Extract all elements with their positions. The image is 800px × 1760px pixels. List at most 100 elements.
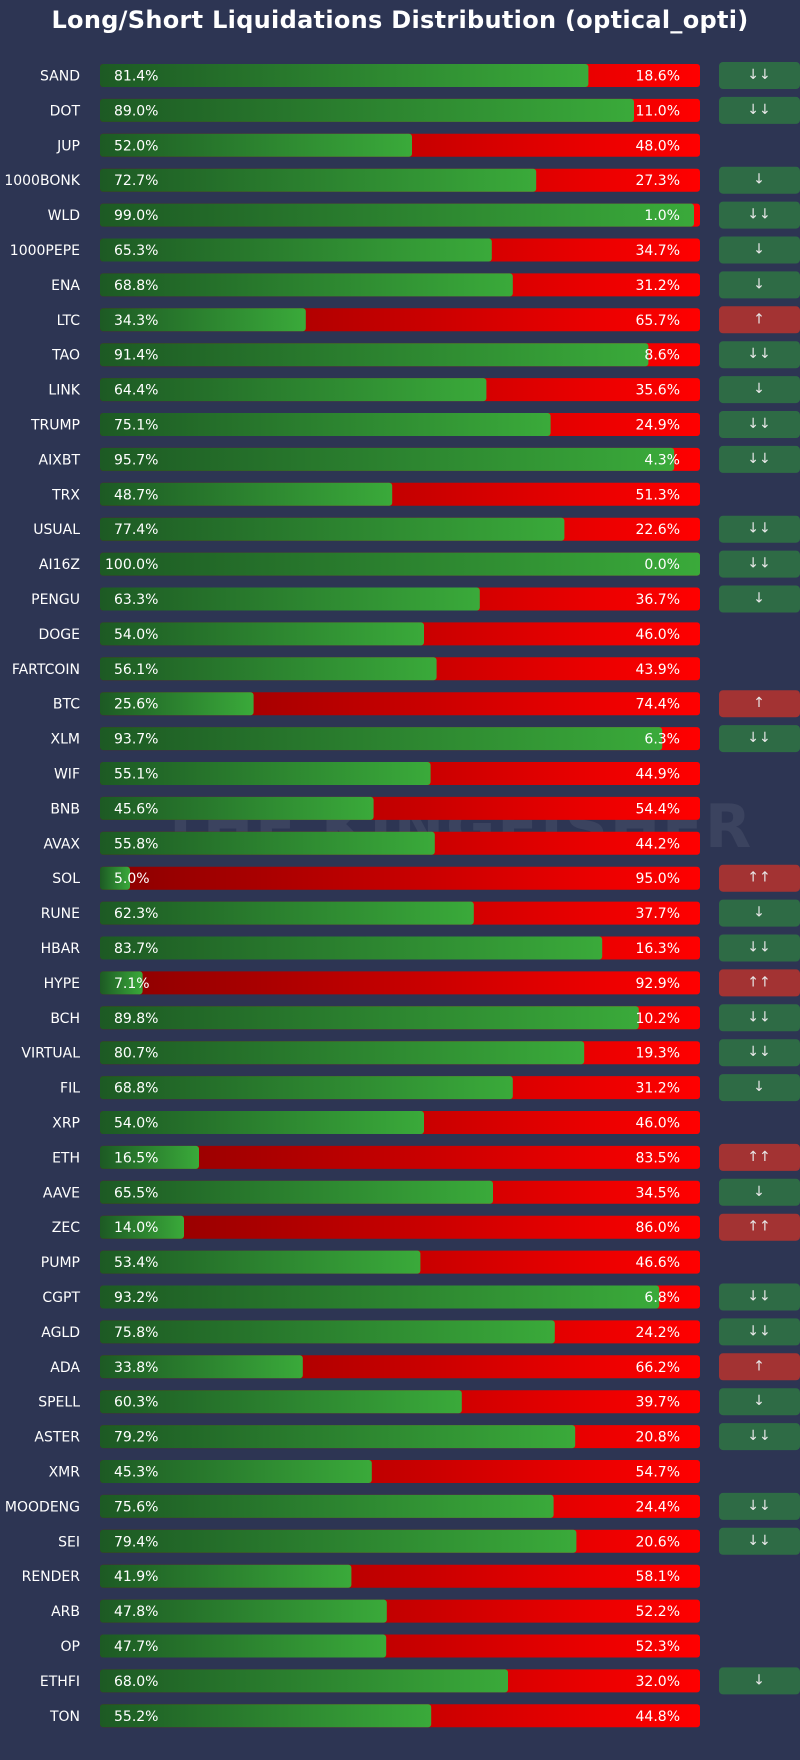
short-pct-label: 66.2% — [636, 1360, 680, 1376]
long-pct-label: 64.4% — [114, 383, 158, 399]
row-cgpt: CGPT 93.2% 6.8% ↓↓ — [42, 1283, 800, 1311]
row-agld: AGLD 75.8% 24.2% ↓↓ — [41, 1318, 800, 1346]
long-bar — [100, 203, 694, 227]
row-aixbt: AIXBT 95.7% 4.3% ↓↓ — [39, 445, 800, 473]
short-pct-label: 44.8% — [636, 1709, 680, 1725]
long-pct-label: 60.3% — [114, 1395, 158, 1411]
short-pct-label: 24.9% — [636, 418, 680, 434]
row-bch: BCH 89.8% 10.2% ↓↓ — [50, 1004, 800, 1032]
long-bar — [100, 1564, 352, 1588]
symbol-label: JUP — [56, 138, 80, 154]
short-pct-label: 11.0% — [636, 103, 680, 119]
long-pct-label: 45.6% — [114, 801, 158, 817]
row-avax: AVAX 55.8% 44.2% — [43, 831, 700, 855]
long-bar — [100, 343, 649, 367]
long-bar — [100, 273, 513, 297]
short-bar — [100, 1145, 700, 1169]
long-bar — [100, 1355, 303, 1379]
arrow-down-icon: ↓ — [753, 591, 765, 607]
symbol-label: XRP — [52, 1116, 80, 1132]
arrow-up-icon: ↑↑ — [747, 1149, 770, 1165]
short-pct-label: 44.2% — [636, 836, 680, 852]
short-pct-label: 20.6% — [636, 1534, 680, 1550]
row-doge: DOGE 54.0% 46.0% — [39, 622, 700, 646]
long-bar — [100, 378, 487, 402]
arrow-down-icon: ↓↓ — [747, 416, 770, 432]
short-pct-label: 52.2% — [636, 1604, 680, 1620]
signal-badge-down — [719, 585, 800, 613]
symbol-label: FIL — [60, 1081, 80, 1097]
short-pct-label: 46.0% — [636, 627, 680, 643]
short-pct-label: 46.6% — [636, 1255, 680, 1271]
long-pct-label: 62.3% — [114, 906, 158, 922]
row-wif: WIF 55.1% 44.9% — [54, 762, 700, 785]
arrow-down-icon: ↓↓ — [747, 521, 770, 537]
symbol-label: XMR — [49, 1465, 81, 1481]
symbol-label: ASTER — [34, 1430, 80, 1446]
long-bar — [100, 1006, 639, 1030]
row-bnb: BNB 45.6% 54.4% — [50, 796, 700, 820]
long-bar — [100, 308, 306, 332]
row-ethfi: ETHFI 68.0% 32.0% ↓ — [40, 1667, 800, 1695]
row-rune: RUNE 62.3% 37.7% ↓ — [41, 899, 800, 927]
symbol-label: CGPT — [42, 1290, 80, 1306]
symbol-label: RUNE — [41, 906, 80, 922]
signal-badge-down — [719, 899, 800, 927]
long-pct-label: 80.7% — [114, 1046, 158, 1062]
long-pct-label: 65.5% — [114, 1185, 158, 1201]
arrow-up-icon: ↑ — [753, 311, 765, 327]
arrow-down-icon: ↓↓ — [747, 207, 770, 223]
long-pct-label: 77.4% — [114, 522, 158, 538]
symbol-label: SEI — [58, 1534, 80, 1550]
long-bar — [100, 1529, 577, 1553]
row-render: RENDER 41.9% 58.1% — [22, 1564, 700, 1588]
row-spell: SPELL 60.3% 39.7% ↓ — [38, 1388, 800, 1416]
short-bar — [100, 971, 700, 995]
long-pct-label: 79.2% — [114, 1430, 158, 1446]
short-pct-label: 24.2% — [636, 1325, 680, 1341]
short-pct-label: 20.8% — [636, 1430, 680, 1446]
long-pct-label: 55.2% — [114, 1709, 158, 1725]
signal-badge-down — [719, 725, 800, 753]
short-pct-label: 65.7% — [636, 313, 680, 329]
long-pct-label: 16.5% — [114, 1150, 158, 1166]
row-wld: WLD 99.0% 1.0% ↓↓ — [48, 201, 800, 229]
long-bar — [100, 1285, 660, 1309]
short-pct-label: 58.1% — [636, 1569, 680, 1585]
row-ena: ENA 68.8% 31.2% ↓ — [51, 271, 800, 299]
long-pct-label: 52.0% — [114, 138, 158, 154]
arrow-down-icon: ↓↓ — [747, 1533, 770, 1549]
arrow-down-icon: ↓ — [753, 276, 765, 292]
row-xrp: XRP 54.0% 46.0% — [52, 1111, 700, 1134]
row-sol: SOL 5.0% 95.0% ↑↑ — [52, 864, 800, 892]
arrow-down-icon: ↓↓ — [747, 556, 770, 572]
symbol-label: HBAR — [41, 941, 81, 957]
arrow-down-icon: ↓↓ — [747, 67, 770, 83]
symbol-label: ADA — [50, 1360, 80, 1376]
long-bar — [100, 936, 603, 960]
signal-badge-up — [719, 864, 800, 892]
signal-badge-down — [719, 62, 800, 89]
symbol-label: DOT — [50, 103, 81, 119]
symbol-label: AGLD — [41, 1325, 80, 1341]
short-pct-label: 4.3% — [644, 452, 680, 468]
long-pct-label: 5.0% — [114, 871, 150, 887]
short-pct-label: 35.6% — [636, 383, 680, 399]
symbol-label: SPELL — [38, 1395, 80, 1411]
short-pct-label: 0.0% — [644, 557, 680, 573]
long-bar — [100, 1390, 462, 1414]
long-pct-label: 56.1% — [114, 662, 158, 678]
long-bar — [100, 796, 374, 820]
long-bar — [100, 98, 634, 122]
short-pct-label: 83.5% — [636, 1150, 680, 1166]
symbol-label: BNB — [50, 801, 80, 817]
row-1000pepe: 1000PEPE 65.3% 34.7% ↓ — [10, 236, 800, 264]
long-bar — [100, 238, 492, 262]
long-bar — [100, 971, 143, 995]
arrow-down-icon: ↓↓ — [747, 730, 770, 746]
long-bar — [100, 447, 675, 471]
arrow-down-icon: ↓ — [753, 381, 765, 397]
row-sand: SAND 81.4% 18.6% ↓↓ — [40, 62, 800, 89]
long-pct-label: 75.6% — [114, 1499, 158, 1515]
short-pct-label: 37.7% — [636, 906, 680, 922]
